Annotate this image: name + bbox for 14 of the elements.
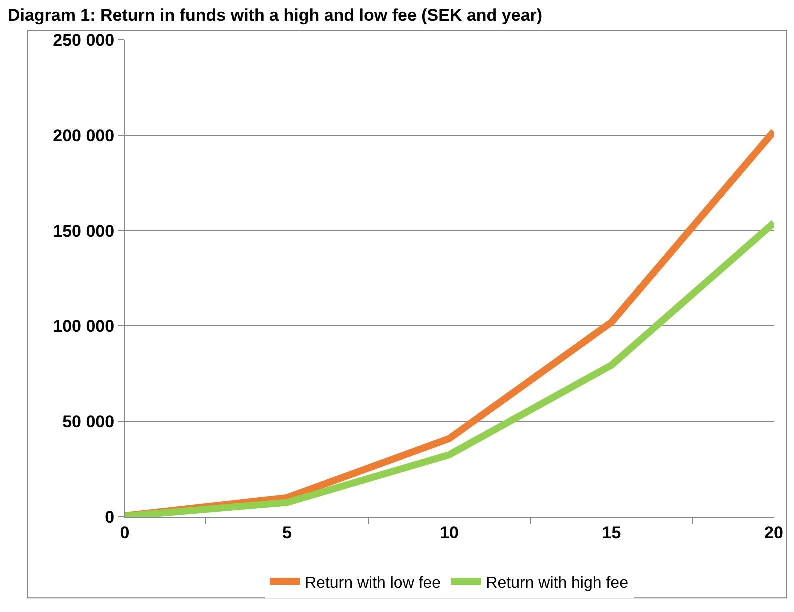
x-tick-label: 0 bbox=[120, 523, 130, 542]
legend-label: Return with high fee bbox=[486, 574, 629, 592]
y-tick-label: 150 000 bbox=[53, 222, 115, 241]
y-tick-label: 0 bbox=[105, 508, 115, 527]
x-tick-label: 10 bbox=[440, 523, 459, 542]
y-tick-label: 250 000 bbox=[53, 30, 115, 50]
legend-label: Return with low fee bbox=[305, 574, 442, 592]
x-tick-label: 15 bbox=[602, 523, 622, 542]
x-tick-label: 20 bbox=[764, 523, 784, 542]
y-tick-label: 200 000 bbox=[53, 126, 115, 146]
y-tick-label: 100 000 bbox=[53, 317, 115, 336]
x-tick-label: 5 bbox=[282, 523, 292, 542]
y-tick-label: 50 000 bbox=[62, 412, 115, 432]
chart-title: Diagram 1: Return in funds with a high and low fee (SEK and year) bbox=[8, 6, 543, 26]
